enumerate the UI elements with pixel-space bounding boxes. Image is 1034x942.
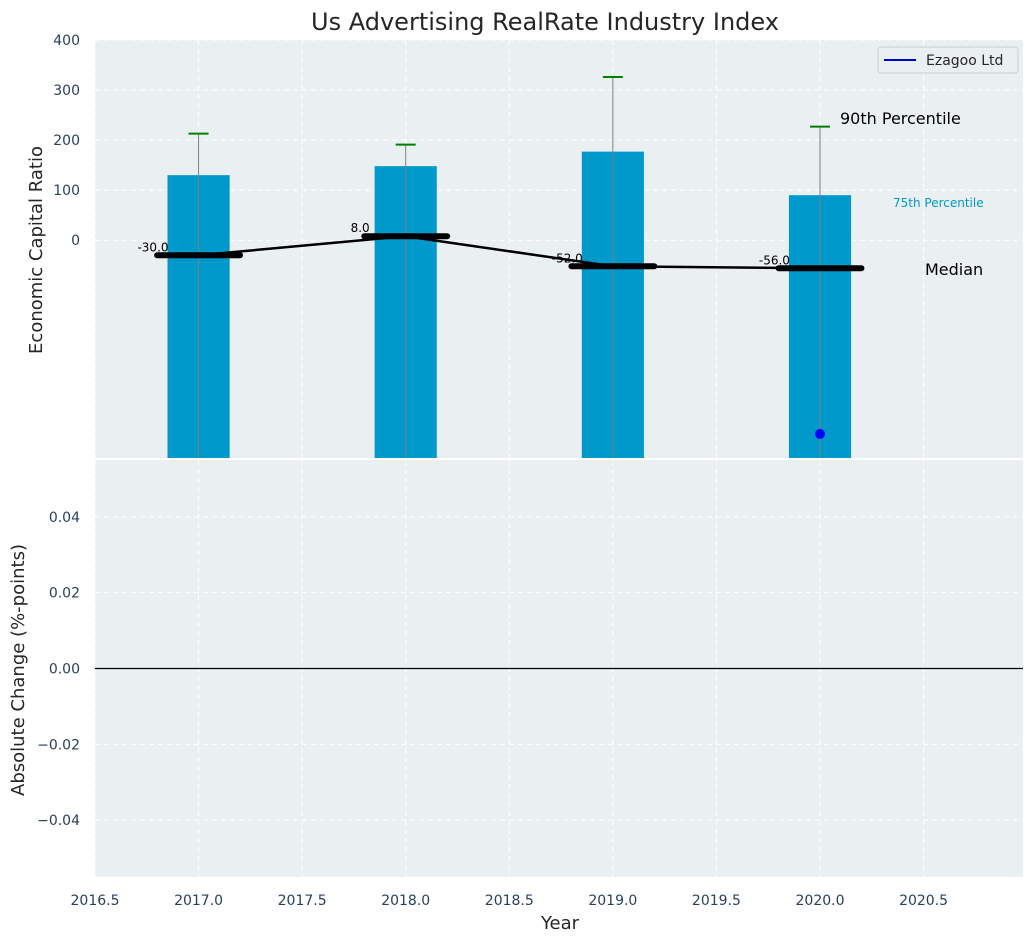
median-value-label: 8.0 — [351, 221, 370, 235]
bottom-y-axis-label: Absolute Change (%-points) — [8, 544, 29, 796]
legend: Ezagoo Ltd — [877, 46, 1019, 74]
bottom-y-tick-label: −0.04 — [37, 813, 80, 829]
x-tick-label: 2019.0 — [588, 893, 637, 909]
bottom-y-tick-label: 0.00 — [49, 662, 80, 678]
top-y-tick-label: 100 — [53, 183, 80, 199]
chart-title: Us Advertising RealRate Industry Index — [311, 8, 779, 36]
company-point — [815, 428, 825, 439]
x-tick-label: 2019.5 — [692, 893, 741, 909]
median-value-label: -56.0 — [759, 253, 790, 267]
median-annotation: Median — [925, 260, 983, 279]
x-tick-label: 2017.0 — [174, 893, 223, 909]
x-axis-label: Year — [540, 913, 580, 934]
median-line — [198, 234, 821, 270]
legend-box — [877, 46, 1019, 74]
top-y-tick-label: 300 — [53, 83, 80, 99]
bottom-y-tick-label: 0.04 — [49, 510, 80, 526]
bottom-y-tick-label: −0.02 — [37, 737, 80, 753]
top-median: -30.0 8.0 -52.0 -56.0 — [137, 221, 865, 272]
top-y-tick-label: 200 — [53, 133, 80, 149]
legend-label: Ezagoo Ltd — [926, 53, 1003, 69]
median-value-label: -52.0 — [552, 251, 583, 265]
top-plot-area — [95, 40, 1023, 458]
bottom-y-tick-label: 0.02 — [49, 586, 80, 602]
x-tick-label: 2018.0 — [381, 893, 430, 909]
p90-annotation: 90th Percentile — [840, 109, 961, 128]
x-tick-label: 2016.5 — [71, 893, 120, 909]
top-points — [815, 428, 825, 439]
top-y-tick-label: 0 — [71, 233, 80, 249]
median-value-label: -30.0 — [137, 240, 168, 254]
x-tick-label: 2018.5 — [485, 893, 534, 909]
x-tick-label: 2020.0 — [796, 893, 845, 909]
top-y-axis-label: Economic Capital Ratio — [26, 146, 47, 354]
x-tick-label: 2020.5 — [899, 893, 948, 909]
x-tick-label: 2017.5 — [278, 893, 327, 909]
top-y-tick-label: 400 — [53, 33, 80, 49]
axis-ticks: 2016.5 2017.0 2017.5 2018.0 2018.5 2019.0 2019… — [37, 33, 948, 909]
p75-annotation: 75th Percentile — [893, 196, 984, 210]
